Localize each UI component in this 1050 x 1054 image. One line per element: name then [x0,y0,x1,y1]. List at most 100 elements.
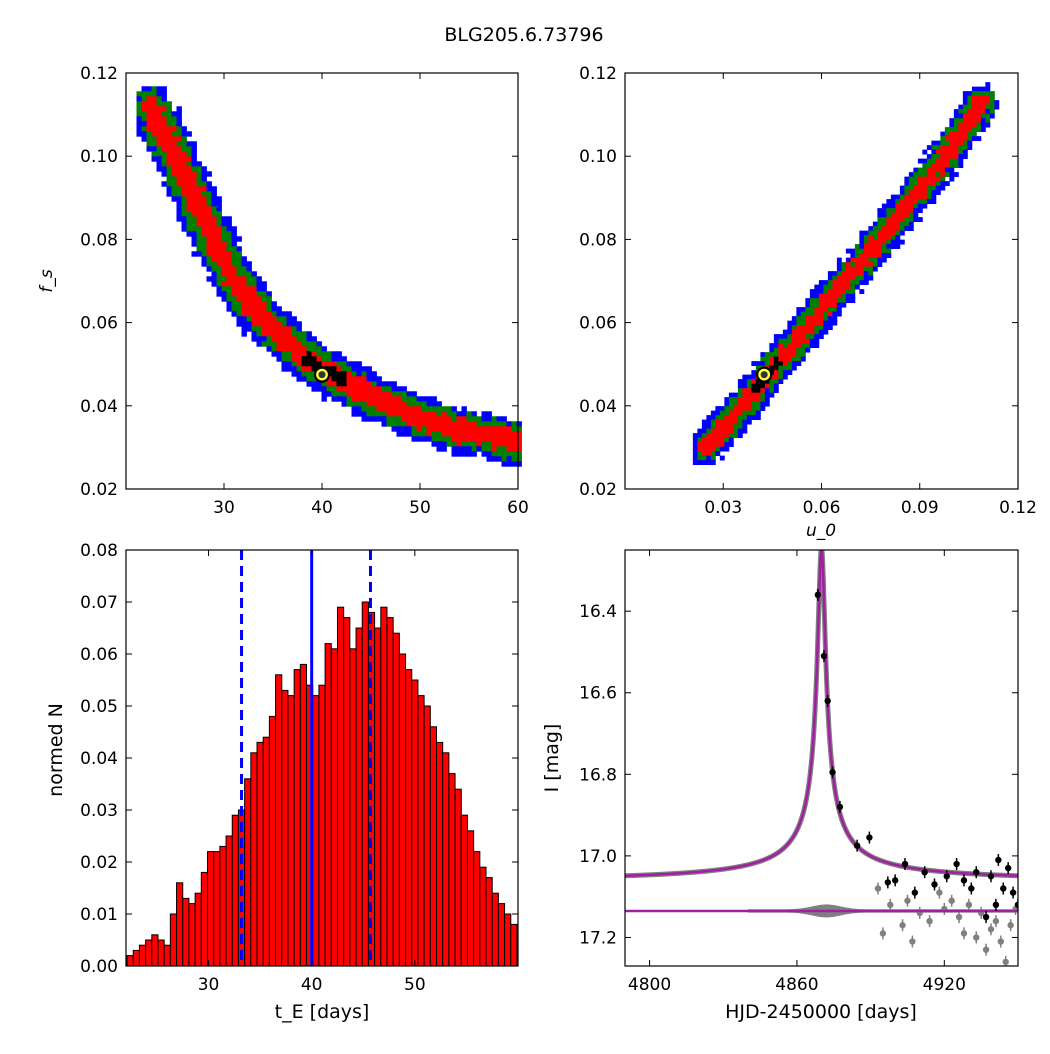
middle-cell [805,334,811,340]
outer-cell [692,446,698,452]
middle-cell [196,171,202,177]
middle-cell [226,246,232,252]
outer-cell [251,271,257,277]
inner-cell [854,266,860,272]
outer-cell [791,320,797,326]
middle-cell [787,334,793,340]
middle-cell [466,441,472,447]
inner-cell [331,381,337,387]
inner-cell [221,246,227,252]
outer-cell [746,415,752,421]
outer-cell [336,351,342,357]
middle-cell [926,190,932,196]
inner-cell [899,208,905,214]
outer-cell [421,396,427,402]
outer-cell [850,253,856,259]
middle-cell [908,185,914,191]
inner-cell [206,211,212,217]
middle-cell [351,401,357,407]
middle-cell [800,320,806,326]
y-tick-label: 0.10 [579,147,617,167]
middle-cell [809,311,815,317]
inner-cell [346,381,352,387]
histogram-bar [398,653,407,967]
outer-cell [791,365,797,371]
outer-cell [141,131,147,137]
middle-cell [446,441,452,447]
inner-cell [161,146,167,152]
inner-cell [286,331,292,337]
inner-cell [501,441,507,447]
inner-cell [151,126,157,132]
inner-cell [216,226,222,232]
y-tick-label: 0.06 [80,314,118,334]
inner-cell [496,436,502,442]
middle-cell [171,186,177,192]
middle-cell [171,131,177,137]
inner-cell [256,316,262,322]
outer-cell [692,455,698,461]
data-point [953,860,960,868]
outer-cell [266,346,272,352]
inner-cell [266,331,272,337]
outer-cell [371,376,377,382]
inner-cell [176,161,182,167]
inner-cell [151,96,157,102]
histogram-bar [497,903,506,967]
middle-cell [161,111,167,117]
outer-cell [985,82,991,88]
middle-cell [236,306,242,312]
outer-cell [241,316,247,322]
outer-cell [877,208,883,214]
middle-cell [989,100,995,106]
residual-point [973,934,980,941]
middle-cell [516,426,522,432]
middle-cell [944,140,950,146]
middle-cell [196,166,202,172]
middle-cell [989,109,995,115]
middle-cell [926,163,932,169]
inner-cell [706,451,712,457]
inner-cell [381,401,387,407]
inner-cell [814,316,820,322]
inner-cell [366,396,372,402]
outer-cell [985,122,991,128]
middle-cell [386,386,392,392]
inner-cell [782,356,788,362]
middle-cell [872,226,878,232]
outer-cell [451,451,457,457]
middle-cell [286,356,292,362]
middle-cell [944,131,950,137]
middle-cell [769,388,775,394]
outer-cell [724,397,730,403]
inner-cell [728,428,734,434]
histogram-bar [343,617,351,967]
inner-cell [908,199,914,205]
inner-cell [156,136,162,142]
outer-cell [697,428,703,434]
inner-cell [271,326,277,332]
inner-cell [231,281,237,287]
middle-cell [733,401,739,407]
inner-cell [231,291,237,297]
inner-cell [156,116,162,122]
outer-cell [895,244,901,250]
middle-cell [421,431,427,437]
outer-cell [176,196,182,202]
outer-cell [276,351,282,357]
outer-cell [769,343,775,349]
histogram-bar [287,695,295,967]
outer-cell [206,181,212,187]
outer-cell [751,415,757,421]
middle-cell [755,406,761,412]
inner-cell [746,397,752,403]
core-cell [311,356,317,362]
inner-cell [854,262,860,268]
middle-cell [341,366,347,372]
middle-cell [944,127,950,133]
inner-cell [728,410,734,416]
inner-cell [291,356,297,362]
outer-cell [366,371,372,377]
inner-cell [351,386,357,392]
inner-cell [226,271,232,277]
